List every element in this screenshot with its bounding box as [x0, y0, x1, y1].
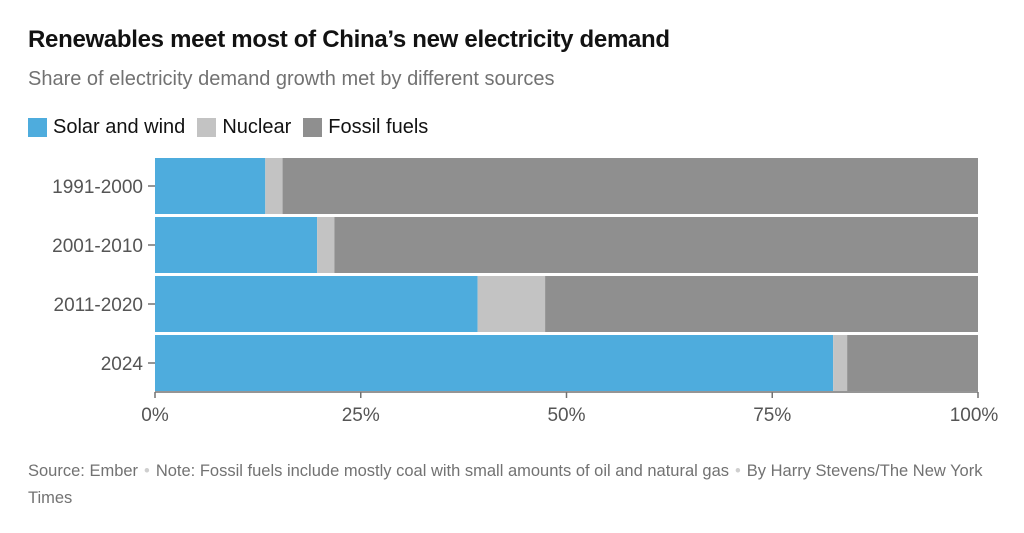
bar-segment-fossil	[847, 335, 978, 391]
bar-segment-fossil	[334, 217, 978, 273]
bar-segment-fossil	[282, 158, 978, 214]
separator-dot: •	[735, 462, 741, 480]
note-text: Note: Fossil fuels include mostly coal w…	[155, 462, 730, 480]
stacked-bar-chart: 1991-2000 2001-2010 2011-2020 2024 0% 25% 50% 7…	[52, 158, 999, 426]
bar-segment-solar-wind	[155, 335, 834, 391]
x-tick-label: 75%	[753, 405, 791, 426]
legend-label-fossil: Fossil fuels	[328, 116, 429, 138]
x-tick-label: 0%	[141, 405, 169, 426]
legend-swatch-solar-wind	[28, 118, 47, 137]
bar-segment-nuclear	[317, 217, 335, 273]
y-tick-label: 2024	[101, 354, 144, 375]
legend-item-fossil: Fossil fuels	[303, 116, 428, 139]
y-tick-label: 2011-2020	[54, 295, 143, 316]
bar-segment-solar-wind	[155, 158, 266, 214]
credit-text: By Harry Stevens/The New York Times	[28, 462, 983, 507]
x-tick-label: 100%	[950, 405, 999, 426]
bar-segment-nuclear	[265, 158, 283, 214]
footer: Source: Ember • Note: Fossil fuels include…	[28, 458, 1008, 512]
x-tick-label: 25%	[342, 405, 380, 426]
bar-segment-fossil	[545, 276, 978, 332]
chart-title: Renewables meet most of China’s new elec…	[28, 26, 670, 53]
legend-label-nuclear: Nuclear	[222, 116, 292, 138]
y-tick-label: 2001-2010	[52, 236, 143, 257]
legend: Solar and wind Nuclear Fossil fuels	[28, 116, 440, 139]
legend-label-solar-wind: Solar and wind	[53, 116, 186, 138]
legend-item-nuclear: Nuclear	[197, 116, 291, 139]
bar-segment-nuclear	[833, 335, 848, 391]
bar-segment-solar-wind	[155, 276, 478, 332]
x-tick-label: 50%	[547, 405, 585, 426]
bar-segment-solar-wind	[155, 217, 318, 273]
legend-swatch-nuclear	[197, 118, 217, 137]
bar-segment-nuclear	[477, 276, 546, 332]
separator-dot: •	[144, 462, 150, 480]
source-text: Source: Ember	[28, 462, 139, 480]
y-tick-label: 1991-2000	[52, 177, 143, 198]
legend-swatch-fossil	[303, 118, 323, 137]
chart-subtitle: Share of electricity demand growth met b…	[28, 68, 555, 90]
legend-item-solar-wind: Solar and wind	[28, 116, 185, 139]
